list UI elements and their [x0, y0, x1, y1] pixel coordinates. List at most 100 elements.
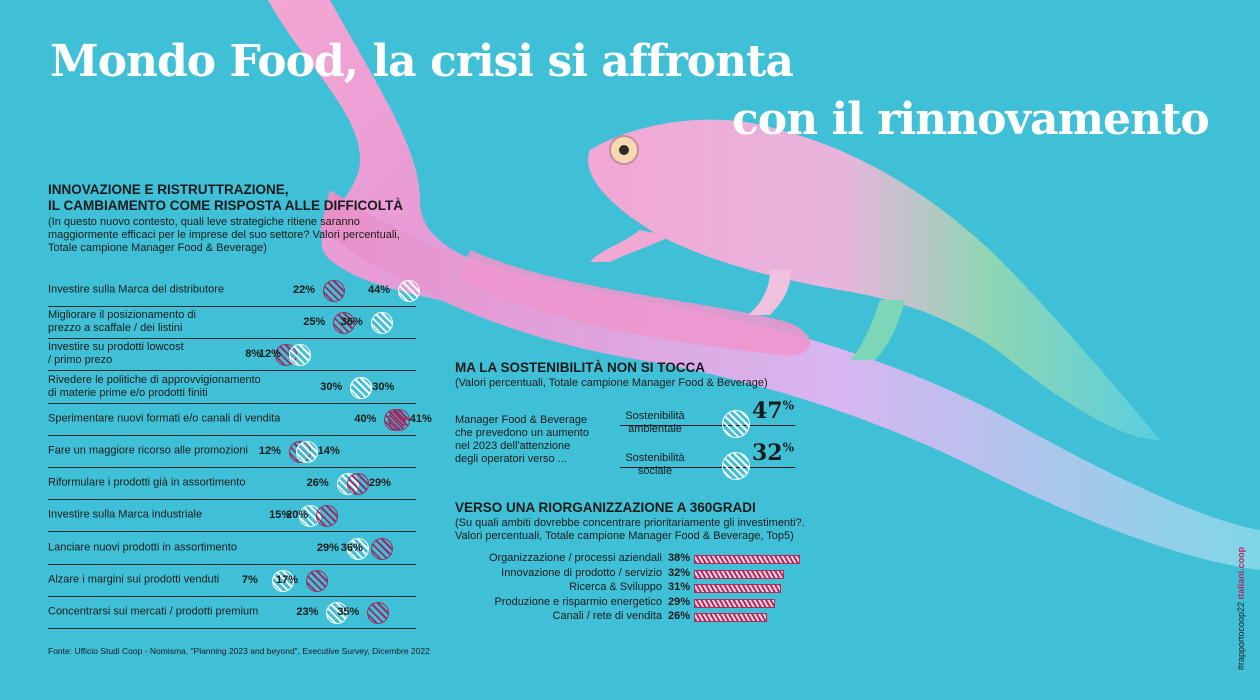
dot-value-label: 12% [258, 445, 281, 457]
dot-row-label: Investire sulla Marca del distributore [48, 284, 288, 297]
dot-row-label: Fare un maggiore ricorso alle promozioni [48, 445, 288, 458]
dot-value-label: 36% [340, 541, 363, 554]
dot-value-label: 40% [354, 412, 377, 425]
dot-value-label: 8% [245, 348, 262, 361]
reorganization-subtitle-line: Valori percentuali, Totale campione Mana… [455, 530, 794, 542]
dot-marker [370, 312, 393, 335]
dot-row: Alzare i margini sui prodotti venduti 7% 1… [48, 564, 416, 597]
page-title-line1: Mondo Food, la crisi si affronta [50, 36, 794, 87]
sustainability-label: Sostenibilità sociale [615, 452, 695, 478]
dot-value-label: 17% [275, 573, 298, 586]
dot-marker [316, 505, 339, 528]
sustainability-description: Manager Food & Beverage che prevedono un … [455, 414, 605, 466]
dot-row-label: Riformulare i prodotti già in assortimen… [48, 477, 288, 490]
sustainability-unit: % [782, 398, 795, 413]
dot-row-label-line: Lanciare nuovi prodotti in assortimento [48, 541, 237, 554]
dot-value-label: 14% [317, 445, 340, 457]
bar [694, 598, 776, 608]
dot-marker [333, 312, 356, 335]
dot-row-label: Investire su prodotti lowcost / primo pre… [48, 341, 288, 367]
dot-value-label: 25% [303, 316, 326, 329]
sustainability-rule [620, 467, 795, 468]
description-line: degli operatori verso ... [455, 453, 567, 465]
sustainability-rule [620, 425, 795, 426]
innovation-section-title: INNOVAZIONE E RISTRUTTRAZIONE, IL CAMBIA… [48, 182, 403, 214]
dot-row-label-line: prezzo a scaffale / dei listini [48, 322, 183, 335]
side-credit: #rapportocoop22 italiani.coop [1236, 547, 1246, 670]
sustainability-marker [722, 410, 750, 438]
reorganization-subtitle: (Su quali ambiti dovrebbe concentrare pr… [455, 517, 855, 543]
bar-value-label: 31% [668, 581, 691, 593]
description-line: nel 2023 dell'attenzione [455, 440, 571, 452]
dot-marker [367, 602, 390, 624]
innovation-subtitle: (In questo nuovo contesto, quali leve st… [48, 216, 400, 254]
bar-value-label: 29% [668, 595, 691, 608]
sustainability-marker [722, 452, 750, 480]
dot-row-label: Investire sulla Marca industriale [48, 509, 288, 522]
dot-marker [323, 280, 345, 302]
dot-value-label: 22% [293, 284, 316, 296]
dot-row-label-line: / primo prezo [48, 354, 113, 367]
sustainability-value: 32% [752, 440, 794, 466]
dot-value-label: 35% [337, 606, 360, 618]
dot-row-label: Rivedere le politiche di approvvigioname… [48, 374, 288, 400]
dot-marker [326, 602, 349, 624]
dot-row: Investire su prodotti lowcost / primo pre… [48, 338, 416, 372]
dot-value-label: 30% [372, 380, 395, 393]
dot-value-label: 26% [306, 477, 329, 490]
dot-row-label-line: Riformulare i prodotti già in assortimen… [48, 476, 246, 489]
dot-row-label-line: Alzare i margini sui prodotti venduti [48, 573, 220, 586]
innovation-title-line1: INNOVAZIONE E RISTRUTTRAZIONE, [48, 182, 289, 197]
dot-marker [350, 376, 373, 399]
innovation-title-line2: IL CAMBIAMENTO COME RISPOSTA ALLE DIFFIC… [48, 198, 403, 213]
dot-row-label-line: Investire sulla Marca del distributore [48, 283, 225, 296]
sustainability-label-line: ambientale [628, 423, 682, 435]
description-line: Manager Food & Beverage [455, 414, 588, 426]
dot-value-label: 7% [241, 573, 258, 586]
source-note: Fonte: Ufficio Studi Coop - Nomisma, "Pl… [48, 646, 430, 656]
sustainability-number: 47 [752, 398, 783, 424]
dot-value-label: 12% [258, 348, 281, 361]
dot-row: Migliorare il posizionamento di prezzo a … [48, 306, 416, 340]
description-line: che prevedono un aumento [455, 427, 589, 439]
sustainability-value: 47% [752, 398, 794, 424]
dot-value-label: 30% [320, 380, 343, 393]
sustainability-label: Sostenibilità ambientale [615, 410, 695, 436]
bar [694, 584, 781, 593]
dot-row: Sperimentare nuovi formati e/o canali di… [48, 403, 432, 436]
dot-row-label: Sperimentare nuovi formati e/o canali di… [48, 412, 288, 425]
dot-marker [305, 569, 328, 592]
dot-row-label-line: Investire sulla Marca industriale [48, 508, 203, 521]
dot-row: Riformulare i prodotti già in assortimen… [48, 467, 416, 501]
dot-marker [346, 473, 369, 496]
dot-row: Fare un maggiore ricorso alle promozioni… [48, 435, 416, 468]
dot-marker [295, 441, 318, 463]
dot-value-label: 44% [368, 284, 391, 296]
dot-row-label-line: Sperimentare nuovi formati e/o canali di… [48, 412, 281, 425]
dot-value-label: 15% [269, 509, 292, 522]
dot-marker [387, 408, 410, 431]
sustainability-label-line: sociale [637, 465, 673, 477]
dot-marker [346, 537, 369, 560]
dot-row-label: Concentrarsi sui mercati / prodotti prem… [48, 606, 288, 619]
dot-marker [370, 537, 393, 560]
dot-row-label-line: Concentrarsi sui mercati / prodotti prem… [48, 605, 259, 618]
hashtag-text: #rapportocoop22 [1236, 601, 1246, 670]
reorganization-subtitle-line: (Su quali ambiti dovrebbe concentrare pr… [455, 517, 805, 529]
dot-value-label: 20% [286, 509, 309, 522]
sustainability-subtitle: (Valori percentuali, Totale campione Man… [455, 377, 768, 389]
dot-row-label: Alzare i margini sui prodotti venduti [48, 573, 288, 586]
dot-row-label: Lanciare nuovi prodotti in assortimento [48, 541, 288, 554]
sustainability-label-line: Sostenibilità [625, 410, 685, 422]
page-title-line2: con il rinnovamento [732, 94, 1210, 145]
bar [694, 555, 800, 564]
bar-category-label: Organizzazione / processi aziendali [488, 552, 662, 564]
dot-row-label-line: Investire su prodotti lowcost [48, 341, 184, 354]
dot-value-label: 36% [340, 316, 363, 329]
dot-marker [288, 344, 311, 367]
dot-row: Lanciare nuovi prodotti in assortimento 2… [48, 532, 416, 565]
bar-value-label: 32% [668, 566, 691, 579]
dot-value-label: 29% [316, 541, 339, 554]
